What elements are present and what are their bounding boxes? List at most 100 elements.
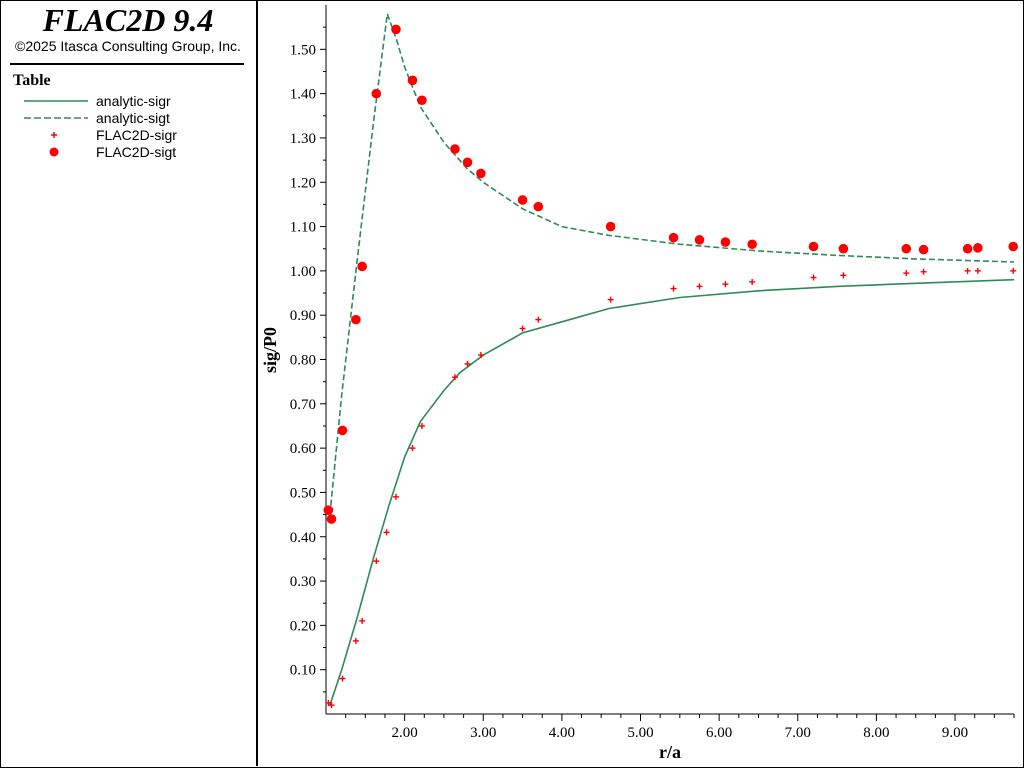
app-title: FLAC2D 9.4 [42, 2, 214, 38]
data-point [605, 221, 616, 232]
data-point [392, 493, 399, 500]
data-point [391, 24, 401, 35]
data-point [808, 241, 819, 252]
y-tick-label: 0.60 [290, 441, 316, 457]
series-line [329, 13, 1015, 515]
data-point [352, 637, 359, 644]
solid-line-swatch-icon [24, 100, 88, 102]
y-tick-label: 1.00 [290, 264, 316, 280]
y-tick-label: 0.80 [290, 353, 316, 369]
data-point [533, 201, 544, 212]
legend-label: analytic-sigr [96, 93, 171, 109]
data-point [517, 195, 528, 205]
dashed-line-swatch-icon [24, 117, 88, 119]
series-analytic-sigr [329, 278, 1015, 706]
chart-plot-area: 0.10 0.20 0.30 0.40 0.50 0.60 0.70 0.80 0.90 1.00… [260, 5, 1019, 762]
copyright-text: ©2025 Itasca Consulting Group, Inc. [15, 38, 241, 54]
data-point [694, 235, 705, 245]
data-point [464, 360, 471, 367]
legend-item-flac2d-sigr: FLAC2D-sigr [0, 127, 256, 143]
data-point [383, 529, 390, 536]
y-tick-label: 1.30 [290, 131, 316, 147]
x-axis-label: r/a [659, 742, 681, 762]
legend-item-flac2d-sigt: FLAC2D-sigt [0, 144, 256, 160]
data-point [840, 272, 847, 279]
data-point [973, 243, 983, 253]
data-point [668, 232, 679, 243]
x-tick-label: 8.00 [863, 725, 889, 741]
series-FLAC2D-sigr [325, 267, 1017, 709]
legend-panel: FLAC2D 9.4 ©2025 Itasca Consulting Group… [0, 0, 258, 766]
data-point [964, 267, 971, 274]
legend-item-analytic-sigt: analytic-sigt [0, 110, 256, 126]
data-point [974, 267, 981, 274]
data-point [749, 278, 756, 285]
data-point [903, 270, 910, 277]
legend-label: FLAC2D-sigt [96, 144, 177, 160]
x-tick-label: 9.00 [942, 725, 968, 741]
y-tick-label: 0.40 [290, 530, 316, 546]
data-point [519, 325, 526, 332]
data-point [696, 283, 703, 290]
x-tick-label: 7.00 [785, 725, 811, 741]
legend-title: Table [13, 72, 51, 89]
data-point [901, 243, 912, 254]
data-point [962, 243, 973, 254]
data-point [407, 75, 418, 86]
plus-marker-swatch-icon [51, 132, 57, 138]
data-point [476, 168, 486, 179]
chart-series [323, 13, 1019, 709]
y-tick-label: 0.10 [290, 663, 316, 679]
circle-marker-swatch-icon [49, 147, 59, 157]
data-point [462, 157, 473, 168]
data-point [323, 505, 334, 515]
data-point [325, 699, 332, 706]
data-point [451, 374, 458, 381]
data-point [371, 88, 382, 99]
y-tick-label: 1.50 [290, 42, 316, 58]
data-point [838, 243, 849, 254]
data-point [920, 268, 927, 275]
data-point [747, 239, 757, 250]
data-point [477, 352, 484, 359]
data-point [328, 702, 335, 709]
y-tick-label: 0.50 [290, 485, 316, 501]
data-point [535, 316, 542, 323]
data-point [373, 558, 380, 565]
chart-axes: 0.10 0.20 0.30 0.40 0.50 0.60 0.70 0.80 0.90 1.00… [290, 5, 1015, 741]
divider [10, 63, 244, 65]
y-tick-label: 0.30 [290, 574, 316, 590]
data-point [326, 514, 337, 524]
data-point [359, 617, 366, 624]
x-tick-label: 6.00 [706, 725, 732, 741]
data-point [450, 144, 460, 154]
x-tick-label: 3.00 [470, 725, 496, 741]
data-point [339, 675, 346, 682]
series-line [329, 278, 1015, 706]
legend-item-analytic-sigr: analytic-sigr [0, 93, 256, 109]
legend-label: FLAC2D-sigr [96, 127, 177, 143]
y-tick-label: 1.40 [290, 87, 316, 103]
y-tick-label: 0.70 [290, 397, 316, 413]
y-tick-label: 1.20 [290, 175, 316, 191]
y-axis-label: sig/P0 [260, 327, 280, 373]
data-point [720, 237, 731, 247]
data-point [1008, 241, 1019, 252]
data-point [722, 281, 729, 288]
y-tick-label: 0.20 [290, 618, 316, 634]
y-tick-label: 1.10 [290, 220, 316, 236]
x-tick-label: 2.00 [392, 725, 418, 741]
data-point [409, 445, 416, 452]
series-FLAC2D-sigt [323, 24, 1019, 524]
x-tick-label: 5.00 [627, 725, 653, 741]
data-point [607, 296, 614, 303]
series-analytic-sigt [329, 13, 1015, 515]
data-point [810, 274, 817, 281]
data-point [1010, 267, 1017, 274]
data-point [418, 422, 425, 429]
data-point [918, 244, 929, 255]
data-point [351, 314, 361, 325]
data-point [337, 425, 348, 436]
data-point [417, 95, 427, 106]
data-point [357, 261, 367, 272]
